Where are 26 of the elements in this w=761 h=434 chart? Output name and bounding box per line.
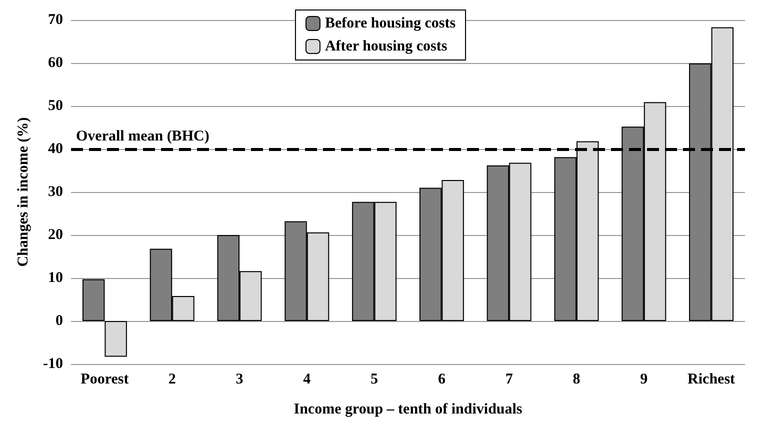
x-tick-label: 7	[505, 372, 514, 388]
x-tick-label: Richest	[688, 372, 736, 388]
y-tick-label: 0	[56, 313, 63, 329]
x-tick-label: Poorest	[80, 372, 129, 388]
x-tick-label: 6	[438, 372, 446, 388]
y-axis-title: Changes in income (%)	[16, 117, 32, 267]
x-tick-label: 5	[370, 372, 378, 388]
x-tick-label: 4	[303, 372, 312, 388]
y-tick-label: -10	[43, 356, 63, 372]
x-tick-label: 9	[640, 372, 648, 388]
y-tick-label: 30	[48, 184, 63, 200]
x-tick-label: 2	[168, 372, 176, 388]
x-tick-label: 8	[572, 372, 580, 388]
y-tick-label: 10	[48, 270, 63, 286]
y-tick-label: 60	[48, 55, 63, 71]
x-axis-title: Income group – tenth of individuals	[294, 402, 522, 418]
bar	[104, 321, 127, 357]
y-tick-label: 70	[48, 12, 63, 28]
legend-label: After housing costs	[324, 38, 448, 54]
y-tick-label: 40	[48, 141, 63, 157]
x-tick-label: 3	[236, 372, 244, 388]
y-tick-label: 20	[48, 227, 63, 243]
ref-line-label: Overall mean (BHC)	[76, 128, 210, 144]
y-tick-label: 50	[48, 98, 63, 114]
bar	[82, 279, 105, 321]
legend-label: Before housing costs	[324, 16, 456, 32]
